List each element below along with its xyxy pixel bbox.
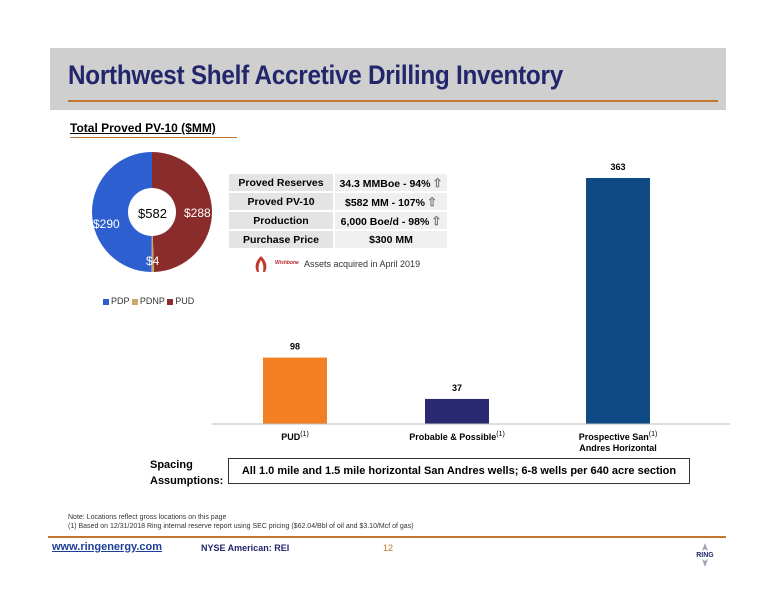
category-label: Probable & Possible(1): [409, 431, 505, 442]
wishbone-logo-icon: [255, 256, 267, 272]
pie-slice-pdp: [91, 152, 152, 272]
page-number: 12: [383, 543, 394, 553]
footer-rule: [48, 536, 726, 538]
footnotes: Note: Locations reflect gross locations …: [68, 513, 414, 531]
stats-value: $300 MM: [333, 230, 447, 250]
stats-value: $582 MM - 107% ⇧: [333, 192, 447, 212]
website-link[interactable]: www.ringenergy.com: [52, 541, 163, 553]
category-label: PUD(1): [281, 431, 309, 442]
footnote-superscript: (1): [300, 431, 309, 438]
bar-value-label: 37: [452, 383, 462, 393]
ring-logo-text: RING: [696, 552, 714, 559]
acquisition-note: Assets acquired in April 2019: [304, 259, 421, 269]
category-label: Andres Horizontal: [579, 443, 657, 453]
pie-label-pdp: $290: [93, 217, 120, 231]
footnote: (1) Based on 12/31/2018 Ring internal re…: [68, 523, 414, 530]
title-rule: [68, 100, 718, 102]
stats-label: Proved PV-10: [229, 192, 334, 212]
legend-item-pud: PUD: [167, 296, 194, 306]
stats-row: Proved Reserves 34.3 MMBoe - 94% ⇧: [229, 174, 447, 193]
pie-center-label: $582: [138, 206, 167, 221]
wishbone-logo-text: Wishbone: [275, 260, 299, 266]
stats-row: Proved PV-10 $582 MM - 107% ⇧: [229, 192, 447, 212]
subtitle-rule: [70, 137, 237, 138]
bar: [586, 178, 650, 424]
category-label: Prospective San(1): [579, 431, 658, 442]
spacing-assumptions-box: All 1.0 mile and 1.5 mile horizontal San…: [228, 458, 690, 484]
ring-energy-logo-icon: RING: [696, 543, 714, 567]
drilling-inventory-bar-chart: 98 PUD(1) 37 Probable & Possible(1) 363 Prosp…: [212, 162, 730, 453]
pv10-donut-chart: [91, 152, 213, 272]
pie-legend: PDP PDNP PUD: [103, 296, 194, 306]
title-band: [50, 48, 726, 110]
stats-row: Purchase Price $300 MM: [229, 230, 447, 250]
stats-row: Production 6,000 Boe/d - 98% ⇧: [229, 211, 447, 231]
stats-label: Proved Reserves: [229, 174, 334, 193]
bar: [263, 357, 327, 424]
footnote: Note: Locations reflect gross locations …: [68, 514, 227, 521]
footnote-superscript: (1): [496, 431, 505, 438]
stats-label: Production: [229, 211, 334, 231]
stats-value: 34.3 MMBoe - 94% ⇧: [333, 174, 447, 193]
legend-swatch-pud: [167, 298, 174, 305]
pie-slice-pud: [152, 152, 213, 272]
bar-value-label: 98: [290, 342, 300, 352]
legend-swatch-pdp: [103, 298, 109, 305]
pie-label-pdnp: $4: [146, 254, 160, 268]
pie-label-pud: $288: [184, 206, 211, 220]
legend-item-pdp: PDP: [103, 296, 129, 306]
bar-value-label: 363: [610, 162, 625, 172]
spacing-label: Spacing Assumptions:: [150, 459, 224, 487]
donut-hole: [128, 188, 176, 236]
legend-swatch-pdnp: [131, 298, 138, 305]
stock-ticker: NYSE American: REI: [201, 543, 290, 553]
up-arrow-icon: ⇧: [432, 175, 443, 190]
legend-item-pdnp: PDNP: [131, 296, 165, 306]
footnote-superscript: (1): [649, 431, 658, 438]
stats-label: Purchase Price: [229, 230, 334, 250]
acquisition-stats-table: Proved Reserves 34.3 MMBoe - 94% ⇧ Proved…: [229, 174, 447, 250]
section-subtitle: Total Proved PV-10 ($MM): [70, 121, 216, 135]
up-arrow-icon: ⇧: [431, 213, 442, 228]
stats-value: 6,000 Boe/d - 98% ⇧: [333, 211, 447, 231]
bar: [425, 398, 489, 424]
page-title: Northwest Shelf Accretive Drilling Inven…: [68, 60, 563, 90]
up-arrow-icon: ⇧: [426, 194, 438, 209]
